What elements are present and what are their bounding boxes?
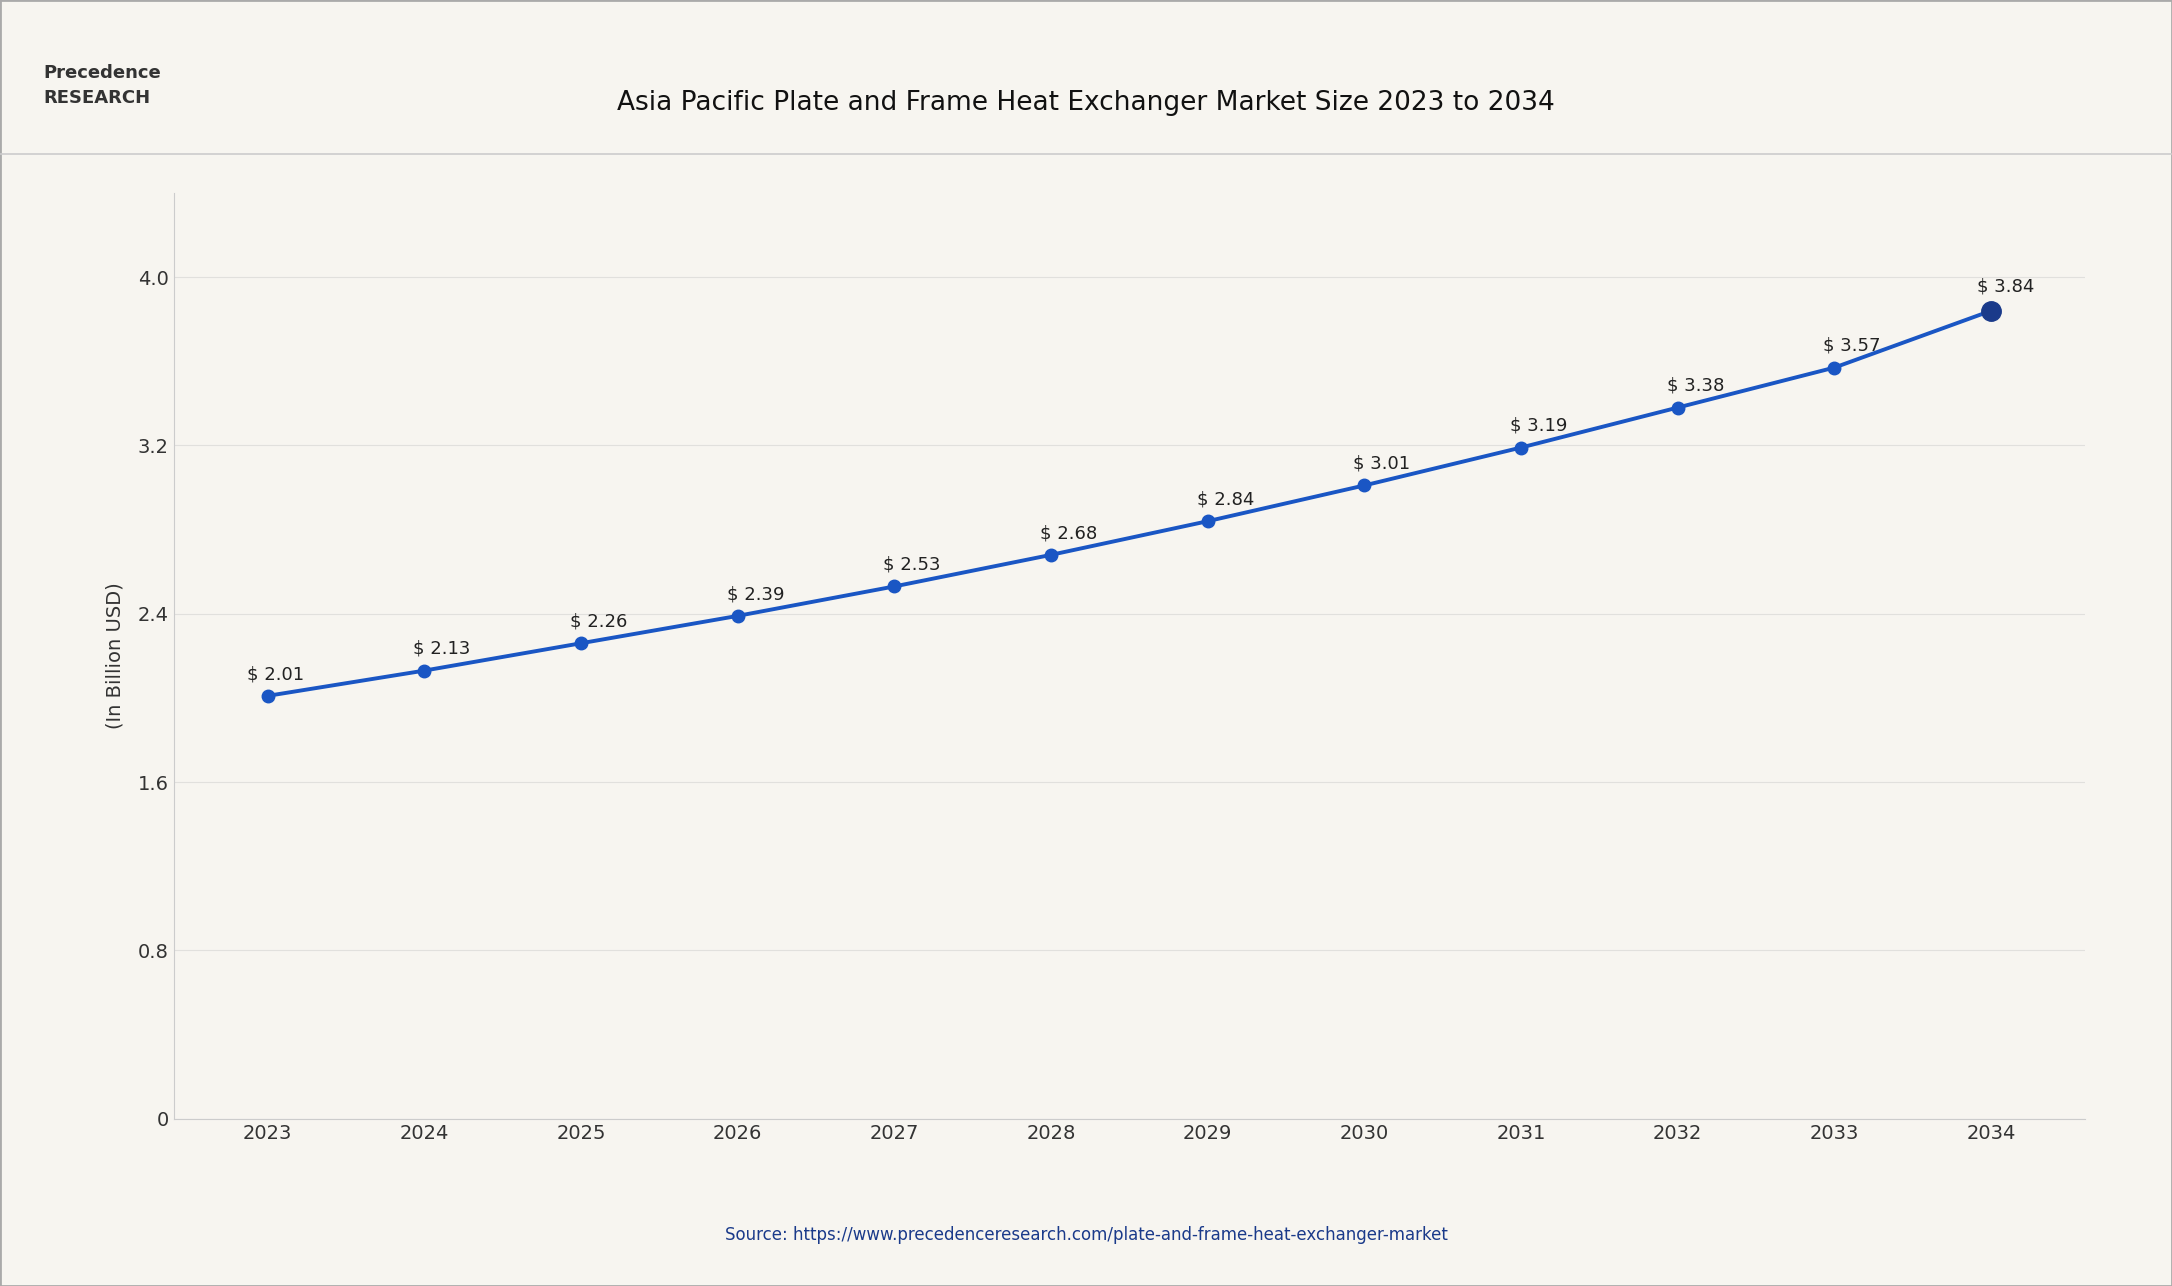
- Text: Source: https://www.precedenceresearch.com/plate-and-frame-heat-exchanger-market: Source: https://www.precedenceresearch.c…: [725, 1226, 1447, 1244]
- Y-axis label: (In Billion USD): (In Billion USD): [104, 583, 124, 729]
- Text: Precedence
RESEARCH: Precedence RESEARCH: [43, 64, 161, 107]
- Text: $ 2.68: $ 2.68: [1040, 525, 1097, 543]
- Text: $ 2.39: $ 2.39: [728, 585, 784, 603]
- Text: $ 2.26: $ 2.26: [569, 612, 628, 630]
- Text: $ 3.01: $ 3.01: [1353, 455, 1410, 473]
- Text: $ 3.84: $ 3.84: [1977, 278, 2035, 296]
- Text: $ 2.01: $ 2.01: [248, 665, 304, 683]
- Text: $ 2.13: $ 2.13: [413, 640, 471, 658]
- Text: $ 3.57: $ 3.57: [1822, 337, 1881, 355]
- Text: Asia Pacific Plate and Frame Heat Exchanger Market Size 2023 to 2034: Asia Pacific Plate and Frame Heat Exchan…: [617, 90, 1555, 116]
- Text: $ 2.84: $ 2.84: [1197, 490, 1253, 508]
- Text: $ 3.19: $ 3.19: [1510, 417, 1568, 435]
- Text: $ 3.38: $ 3.38: [1666, 377, 1725, 395]
- Text: $ 2.53: $ 2.53: [884, 556, 940, 574]
